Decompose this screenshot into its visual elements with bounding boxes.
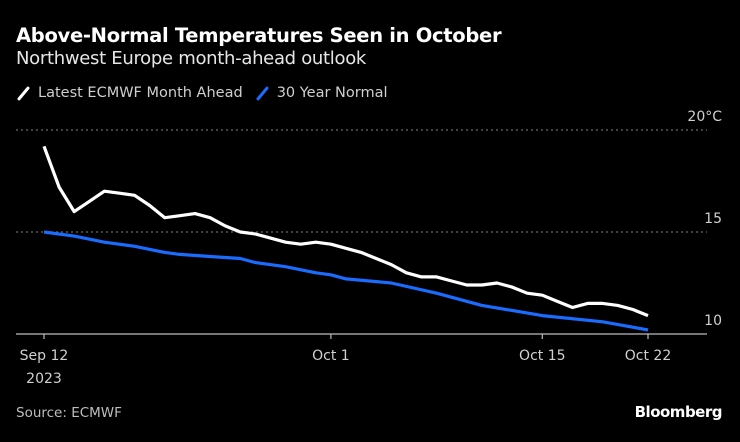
y-axis-labels: 10 15 20°C <box>687 109 722 329</box>
x-tick-label-3: Oct 22 <box>625 348 671 364</box>
gridlines <box>16 129 707 233</box>
chart-subtitle: Northwest Europe month-ahead outlook <box>16 48 367 69</box>
x-tick-label-2: Oct 15 <box>519 348 565 364</box>
x-axis-labels: Sep 12 2023 Oct 1 Oct 15 Oct 22 <box>20 348 672 387</box>
x-tick-sublabel-0: 2023 <box>26 371 62 387</box>
x-tick-label-1: Oct 1 <box>312 348 350 364</box>
x-tick-label-0: Sep 12 <box>20 348 69 364</box>
legend: Latest ECMWF Month Ahead 30 Year Normal <box>16 85 400 101</box>
bloomberg-logo: Bloomberg <box>634 403 723 421</box>
series-line-normal <box>43 230 649 332</box>
y-tick-label-15: 15 <box>704 211 722 227</box>
series-line-ecmwf <box>42 145 649 318</box>
legend-item-normal: 30 Year Normal <box>255 85 388 101</box>
source-note: Source: ECMWF <box>16 405 122 421</box>
y-tick-label-20: 20°C <box>687 109 722 125</box>
series-lines <box>42 145 649 332</box>
chart-title: Above-Normal Temperatures Seen in Octobe… <box>16 24 502 47</box>
x-axis <box>16 333 707 339</box>
legend-label-normal: 30 Year Normal <box>276 85 388 101</box>
legend-label-ecmwf: Latest ECMWF Month Ahead <box>38 85 243 101</box>
legend-item-ecmwf: Latest ECMWF Month Ahead <box>16 85 243 101</box>
y-tick-label-10: 10 <box>704 313 722 329</box>
